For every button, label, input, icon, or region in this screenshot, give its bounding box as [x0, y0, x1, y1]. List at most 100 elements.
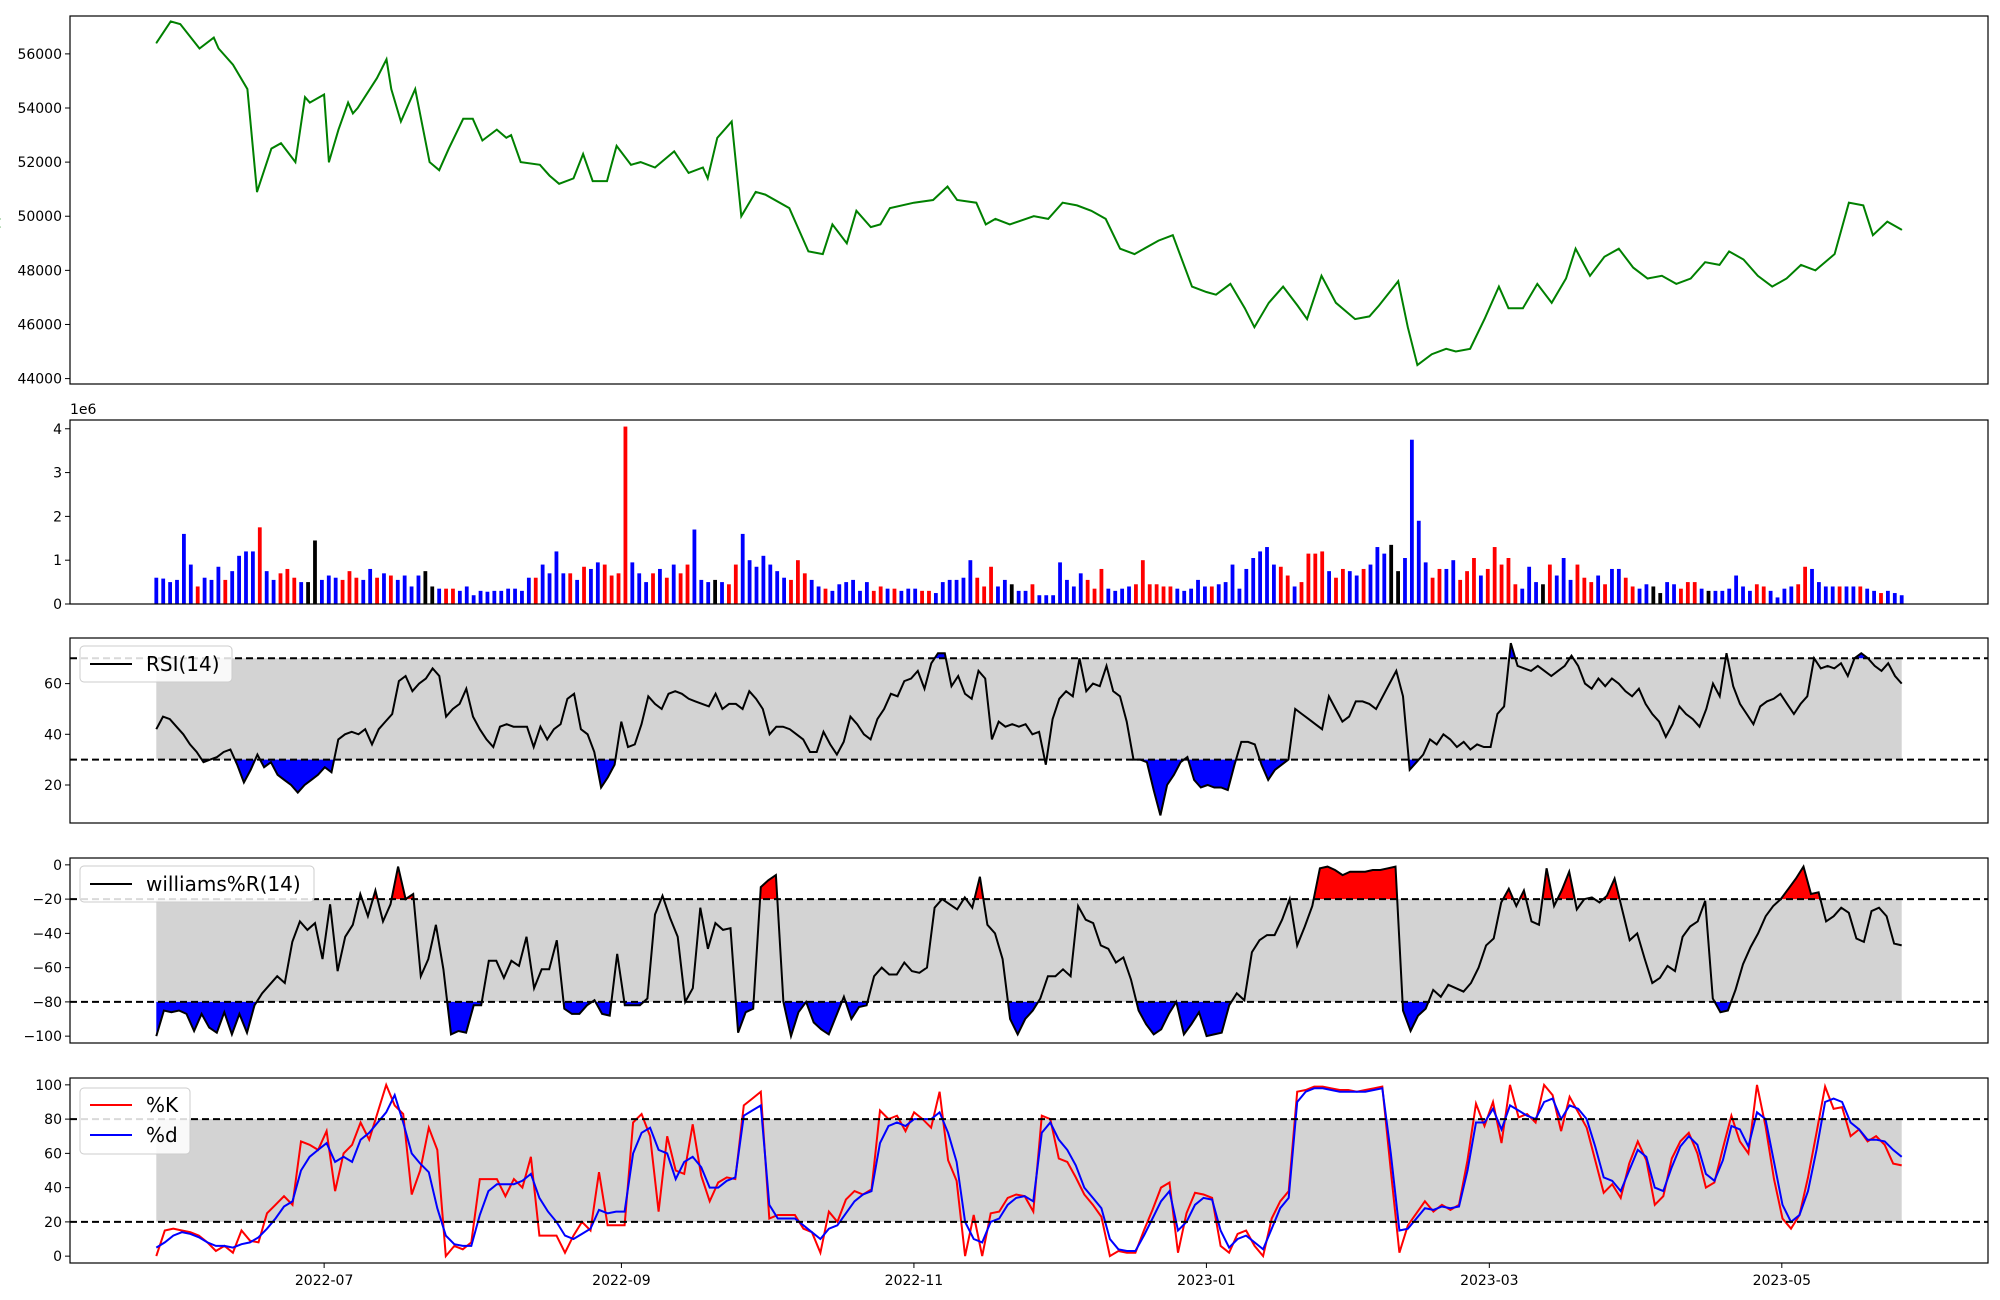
volume-bar: [1879, 593, 1883, 604]
volume-bar: [658, 568, 662, 604]
volume-bar: [1285, 575, 1290, 604]
williams-oversold-fill: [1176, 1001, 1232, 1037]
volume-bar: [285, 568, 290, 604]
rsi-oversold-fill: [234, 759, 256, 783]
price-point: [932, 199, 934, 201]
volume-bar: [802, 573, 807, 604]
volume-bar: [1106, 588, 1111, 604]
williams-ytick-label: −60: [32, 961, 62, 977]
volume-bar: [851, 579, 855, 604]
x-tick-label: 2022-09: [592, 1273, 651, 1289]
volume-bar: [1065, 579, 1069, 604]
williams-oversold-fill: [806, 1001, 842, 1035]
volume-bar: [1340, 568, 1345, 604]
volume-bar: [195, 586, 200, 604]
volume-bar: [457, 590, 462, 604]
price-point: [1253, 326, 1255, 328]
price-point: [1589, 275, 1591, 277]
volume-bar: [795, 560, 800, 604]
volume-bar: [1789, 586, 1794, 604]
volume-bar: [685, 564, 690, 604]
price-point: [731, 120, 733, 123]
price-point: [1507, 307, 1510, 309]
volume-bar: [1727, 588, 1732, 604]
price-point: [1335, 302, 1337, 304]
stochastic-ytick-label: 80: [44, 1112, 62, 1128]
price-frame: [69, 15, 1989, 385]
volume-bar: [878, 586, 883, 604]
volume-bar: [1334, 577, 1338, 604]
williams-oversold-fill: [563, 1001, 592, 1014]
price-point: [1483, 318, 1486, 320]
volume-bar: [761, 555, 766, 604]
stoch-legend-d-label: %d: [146, 1123, 178, 1147]
volume-bar: [609, 575, 614, 604]
williams-oversold-fill: [595, 1001, 612, 1016]
volume-bar: [1196, 579, 1200, 604]
price-point: [1296, 304, 1299, 307]
price-point: [889, 207, 891, 209]
price-point: [975, 202, 977, 204]
volume-bar: [678, 573, 683, 604]
price-point: [462, 118, 464, 120]
volume-bar: [913, 588, 918, 604]
volume-bar: [1713, 590, 1718, 604]
volume-bar: [1265, 547, 1269, 604]
williams-oversold-fill: [1008, 1001, 1039, 1035]
volume-bar: [1720, 590, 1725, 604]
volume-bar: [671, 564, 676, 604]
volume-bar: [1582, 577, 1587, 604]
rsi-band: [156, 658, 1902, 760]
volume-bar: [1568, 579, 1573, 604]
rsi-oversold-fill: [1140, 759, 1184, 816]
price-point: [1603, 256, 1605, 258]
volume-bar: [920, 590, 924, 604]
volume-bar: [1844, 586, 1849, 604]
volume-bar: [1430, 577, 1435, 604]
volume-bar: [1782, 588, 1787, 604]
price-point: [687, 172, 690, 174]
volume-bar: [1058, 562, 1062, 604]
volume-bar: [423, 571, 428, 604]
williams-ytick-label: 0: [53, 858, 62, 874]
price-point: [472, 118, 474, 120]
volume-bar: [1651, 586, 1656, 604]
price-point: [1205, 291, 1208, 293]
price-point: [218, 47, 220, 50]
price-point: [1646, 277, 1649, 280]
price-point: [1814, 269, 1816, 271]
williams-ytick-label: −80: [32, 995, 62, 1011]
volume-bar: [1320, 551, 1325, 604]
volume-ytick-label: 3: [53, 466, 62, 482]
volume-bar: [1506, 558, 1511, 604]
price-point: [548, 175, 551, 177]
volume-bar: [1347, 571, 1352, 604]
williams-oversold-fill: [1136, 1001, 1177, 1035]
volume-frame: [69, 419, 1989, 605]
volume-bar: [1354, 575, 1359, 604]
price-point: [1522, 307, 1524, 309]
price-point: [1047, 218, 1049, 220]
volume-bar: [278, 573, 283, 604]
volume-bar: [864, 582, 869, 604]
volume-bar: [1679, 588, 1683, 604]
volume-bar: [1327, 571, 1331, 604]
volume-bar: [982, 586, 987, 604]
volume-ytick-label: 1: [53, 553, 62, 569]
volume-bar: [1258, 551, 1263, 604]
volume-bar: [754, 566, 759, 604]
stochastic-band: [156, 1119, 1902, 1222]
x-tick-label: 2022-11: [885, 1273, 944, 1289]
price-point: [1901, 229, 1903, 231]
volume-bar: [1596, 575, 1601, 604]
volume-bar: [1768, 590, 1773, 604]
volume-bar: [602, 564, 607, 604]
volume-bar: [375, 577, 379, 604]
volume-bar: [230, 571, 235, 604]
volume-bar: [319, 579, 324, 604]
price-point: [558, 183, 560, 185]
volume-bar: [1044, 595, 1049, 604]
volume-bar: [1361, 568, 1366, 604]
williams-ytick-label: −100: [24, 1029, 62, 1045]
